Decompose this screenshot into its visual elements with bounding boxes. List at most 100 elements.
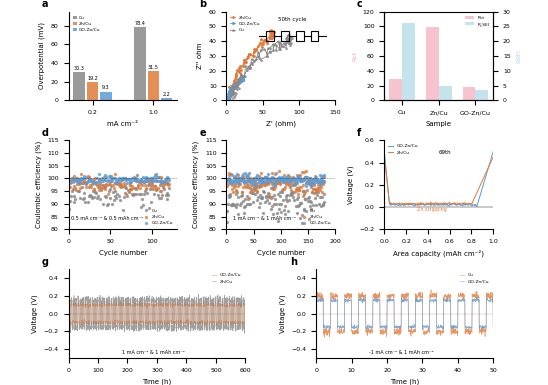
GO-Zn/Cu [161, 177, 169, 183]
Zn/Cu [309, 186, 317, 192]
Cu [308, 189, 317, 195]
Zn/Cu [225, 178, 234, 184]
Zn/Cu [410, 201, 416, 206]
GO-Zn/Cu [97, 178, 106, 184]
GO-Zn/Cu [107, 175, 116, 181]
Y-axis label: Voltage (V): Voltage (V) [347, 166, 354, 204]
GO-Zn/Cu [451, 323, 458, 328]
GO-Zn/Cu [237, 177, 246, 183]
Zn/Cu [315, 180, 324, 186]
Zn/Cu [248, 187, 256, 193]
Cu [164, 185, 173, 191]
Zn/Cu [232, 179, 241, 186]
Zn/Cu [227, 186, 236, 192]
Zn/Cu [283, 178, 292, 184]
Bar [402, 23, 415, 100]
Zn/Cu [225, 172, 233, 178]
Zn/Cu [284, 178, 293, 184]
Zn/Cu [147, 177, 156, 183]
Cu [164, 191, 173, 198]
Cu [86, 192, 95, 198]
Cu [132, 186, 141, 192]
GO-Zn/Cu [312, 177, 321, 183]
Cu [303, 198, 312, 204]
GO-Zn/Cu [232, 176, 241, 182]
Zn/Cu [94, 184, 102, 191]
Cu [286, 192, 294, 198]
Cu [94, 192, 102, 199]
Cu [292, 177, 300, 184]
X-axis label: Cycle number: Cycle number [99, 249, 147, 256]
Zn/Cu [90, 187, 99, 193]
GO-Zn/Cu [264, 176, 272, 182]
GO-Zn/Cu [67, 179, 76, 186]
Zn/Cu [279, 186, 288, 192]
Cu [73, 188, 82, 194]
GO-Zn/Cu [242, 321, 249, 325]
Text: Zn stripping: Zn stripping [417, 208, 447, 213]
GO-Zn/Cu [266, 176, 275, 182]
Zn/Cu [294, 191, 302, 198]
Cu [273, 210, 282, 216]
Cu [305, 198, 314, 204]
GO-Zn/Cu [100, 171, 109, 177]
GO-Zn/Cu [154, 173, 163, 179]
Zn/Cu [249, 179, 258, 185]
Cu [290, 197, 299, 203]
GO-Zn/Cu [241, 179, 250, 185]
Zn/Cu [292, 172, 301, 179]
GO-Zn/Cu [110, 175, 118, 181]
Line: Zn/Cu: Zn/Cu [227, 30, 275, 102]
GO-Zn/Cu [87, 176, 95, 182]
Zn/Cu [145, 179, 154, 185]
Zn/Cu [224, 169, 233, 176]
GO-Zn/Cu [271, 179, 279, 186]
GO-Zn/Cu [481, 179, 488, 183]
GO-Zn/Cu [74, 179, 83, 185]
GO-Zn/Cu [313, 177, 322, 183]
GO-Zn/Cu [65, 176, 74, 182]
Cu [306, 206, 315, 212]
Zn/Cu [125, 182, 134, 188]
Cu [282, 193, 290, 199]
GO-Zn/Cu [104, 177, 112, 183]
GO-Zn/Cu [274, 176, 283, 182]
Zn/Cu [112, 181, 121, 187]
GO-Zn/Cu [237, 177, 246, 183]
Zn/Cu [142, 184, 151, 191]
Zn/Cu [298, 182, 307, 188]
Cu [140, 188, 149, 194]
Y-axis label: Voltage (V): Voltage (V) [32, 294, 38, 333]
Zn/Cu [266, 179, 275, 185]
Cu [100, 193, 109, 199]
Cu [247, 177, 256, 183]
Cu [239, 204, 248, 210]
Cu [69, 199, 78, 205]
Zn/Cu [265, 176, 274, 182]
GO-Zn/Cu [127, 179, 136, 185]
GO-Zn/Cu [258, 176, 266, 182]
GO-Zn/Cu [238, 171, 247, 177]
Zn/Cu [297, 169, 306, 175]
Cu [88, 188, 97, 194]
GO-Zn/Cu [94, 171, 103, 177]
Zn/Cu [83, 179, 92, 185]
GO-Zn/Cu [313, 179, 322, 185]
Cu [299, 188, 307, 194]
Cu [121, 189, 130, 196]
Zn/Cu [113, 181, 122, 187]
GO-Zn/Cu [104, 173, 113, 179]
Zn/Cu [305, 180, 314, 186]
Zn/Cu [291, 186, 300, 192]
Zn/Cu [267, 170, 276, 176]
GO-Zn/Cu [248, 179, 257, 185]
Cu [282, 198, 291, 204]
GO-Zn/Cu [255, 177, 264, 183]
Cu [250, 191, 259, 197]
Text: e: e [199, 128, 206, 138]
Cu [264, 193, 272, 199]
Cu [291, 203, 300, 209]
GO-Zn/Cu [310, 175, 319, 181]
Zn/Cu [266, 176, 275, 182]
GO-Zn/Cu [301, 174, 310, 181]
